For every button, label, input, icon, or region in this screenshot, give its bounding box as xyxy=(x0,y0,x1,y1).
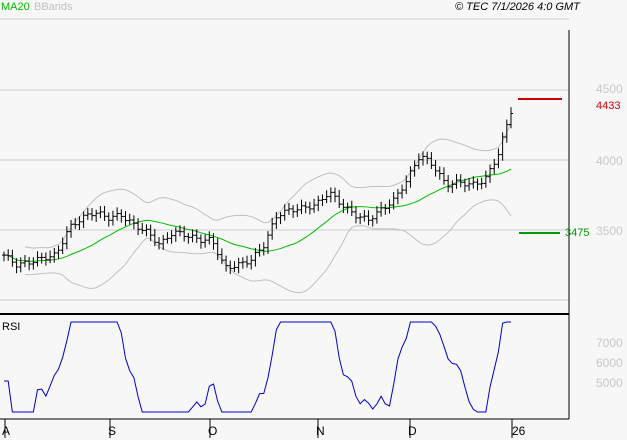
ma20-line xyxy=(3,168,512,262)
x-tick-o: O xyxy=(208,424,218,438)
x-tick-s: S xyxy=(108,424,117,438)
x-tick-26: 26 xyxy=(512,424,526,438)
legend-bbands: BBands xyxy=(34,1,73,13)
resistance-label: 4433 xyxy=(596,100,621,112)
bband-upper xyxy=(24,122,512,249)
rsi-tick-70: 7000 xyxy=(596,336,623,350)
x-tick-d: D xyxy=(408,424,417,438)
y-tick-3500: 3500 xyxy=(596,224,623,238)
support-label: 3475 xyxy=(565,227,590,239)
y-tick-4500: 4500 xyxy=(596,82,623,96)
legend-ma20: MA20 xyxy=(1,1,30,13)
rsi-tick-60: 6000 xyxy=(596,356,623,370)
rsi-title: RSI xyxy=(2,321,21,333)
y-tick-4000: 4000 xyxy=(596,154,623,168)
rsi-tick-50: 5000 xyxy=(596,376,623,390)
x-tick-a: A xyxy=(2,424,11,438)
rsi-line xyxy=(4,321,511,413)
copyright-text: © TEC 7/1/2026 4:0 GMT xyxy=(455,1,580,13)
bband-lower xyxy=(24,199,512,294)
x-tick-n: N xyxy=(316,424,325,438)
